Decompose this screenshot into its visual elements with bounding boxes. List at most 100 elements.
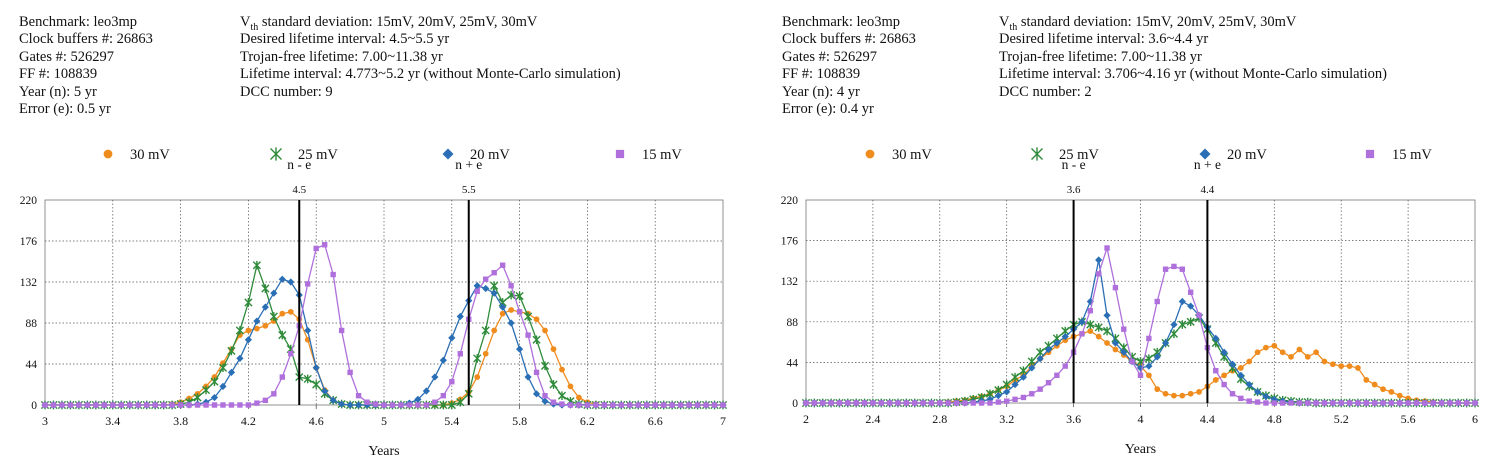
- data-point: [1237, 371, 1245, 379]
- data-point: [1162, 266, 1169, 272]
- data-point: [491, 327, 498, 334]
- data-point: [878, 400, 884, 406]
- data-point: [644, 402, 650, 408]
- data-point: [118, 402, 124, 408]
- data-point: [42, 402, 48, 408]
- data-point: [1002, 380, 1011, 389]
- data-point: [1288, 353, 1294, 360]
- data-point: [1121, 326, 1127, 332]
- data-point: [144, 402, 150, 408]
- data-point: [1405, 395, 1411, 402]
- data-point: [1313, 400, 1319, 406]
- data-point: [1388, 389, 1395, 395]
- data-point: [235, 326, 245, 335]
- data-point: [557, 391, 567, 401]
- data-point: [870, 400, 876, 406]
- data-point: [550, 399, 557, 405]
- gates-label: Gates #: 526297: [19, 48, 115, 65]
- data-point: [1186, 317, 1195, 327]
- data-point: [193, 393, 202, 402]
- data-point: [278, 275, 286, 283]
- data-point: [1413, 400, 1420, 406]
- x-tick-label: 2.4: [865, 412, 880, 426]
- legend-item: 30 mV: [103, 147, 170, 163]
- panel1-info-left: Benchmark: leo3mp Clock buffers #: 26863…: [19, 14, 153, 118]
- data-point: [1086, 320, 1095, 329]
- data-point: [1187, 302, 1195, 310]
- data-point: [59, 402, 65, 408]
- data-point: [1062, 337, 1069, 344]
- data-point: [1296, 400, 1303, 406]
- data-point: [652, 402, 658, 408]
- data-point: [473, 282, 481, 290]
- data-point: [483, 276, 489, 282]
- legend-item: 20 mV: [1199, 147, 1267, 163]
- data-point: [811, 400, 818, 406]
- data-point: [937, 400, 943, 406]
- legend-marker: [865, 149, 875, 159]
- data-point: [920, 400, 926, 406]
- data-point: [1187, 289, 1194, 295]
- data-point: [1037, 386, 1043, 392]
- legend-label: 15 mV: [1392, 147, 1432, 163]
- data-point: [440, 392, 447, 399]
- data-point: [1447, 400, 1453, 406]
- legend-label: 20 mV: [1227, 147, 1267, 163]
- data-point: [110, 402, 116, 408]
- data-point: [228, 402, 235, 408]
- data-point: [245, 327, 252, 334]
- data-point: [1079, 331, 1085, 337]
- data-point: [287, 278, 295, 286]
- data-point: [330, 271, 336, 278]
- data-point: [252, 260, 261, 270]
- data-point: [456, 312, 464, 321]
- y-tick-label: 0: [31, 400, 37, 412]
- legend-marker: [103, 149, 113, 159]
- y-tick-label: 220: [20, 195, 38, 207]
- reference-line-value: 5.5: [462, 184, 476, 196]
- data-point: [1238, 395, 1244, 402]
- data-point: [601, 402, 608, 408]
- data-point: [329, 396, 337, 404]
- data-point: [1338, 363, 1345, 369]
- ff-label: FF #: 108839: [19, 66, 98, 83]
- data-point: [1329, 361, 1336, 368]
- x-tick-label: 5: [381, 414, 387, 428]
- data-point: [210, 393, 219, 402]
- data-point: [279, 310, 286, 317]
- legend-marker: [270, 147, 282, 161]
- data-point: [253, 325, 260, 332]
- legend-marker: [615, 149, 625, 159]
- data-point: [1144, 354, 1153, 364]
- x-tick-label: 5.6: [1401, 412, 1416, 426]
- data-point: [516, 309, 523, 315]
- data-point: [481, 326, 490, 335]
- data-point: [1154, 298, 1160, 305]
- y-tick-label: 0: [792, 398, 798, 410]
- data-point: [398, 402, 404, 408]
- x-tick-label: 6.6: [648, 414, 663, 428]
- data-point: [1321, 400, 1328, 406]
- data-point: [1212, 377, 1219, 383]
- data-point: [720, 402, 726, 408]
- lifetime-interval-label: Lifetime interval: 4.773~5.2 yr (without…: [240, 66, 621, 83]
- data-point: [567, 402, 574, 408]
- data-point: [1178, 320, 1187, 329]
- data-point: [303, 374, 312, 384]
- data-point: [542, 327, 548, 334]
- data-point: [1263, 400, 1269, 406]
- data-point: [473, 354, 482, 363]
- data-point: [1171, 392, 1177, 399]
- data-point: [703, 402, 709, 408]
- data-point: [127, 402, 133, 408]
- data-point: [1262, 392, 1270, 401]
- data-point: [1019, 373, 1028, 381]
- data-point: [177, 402, 184, 408]
- data-point: [1087, 328, 1094, 334]
- data-point: [903, 400, 910, 406]
- data-point: [347, 369, 353, 376]
- reference-line-label: n - e: [1062, 157, 1086, 172]
- data-point: [508, 307, 515, 313]
- data-point: [169, 402, 175, 408]
